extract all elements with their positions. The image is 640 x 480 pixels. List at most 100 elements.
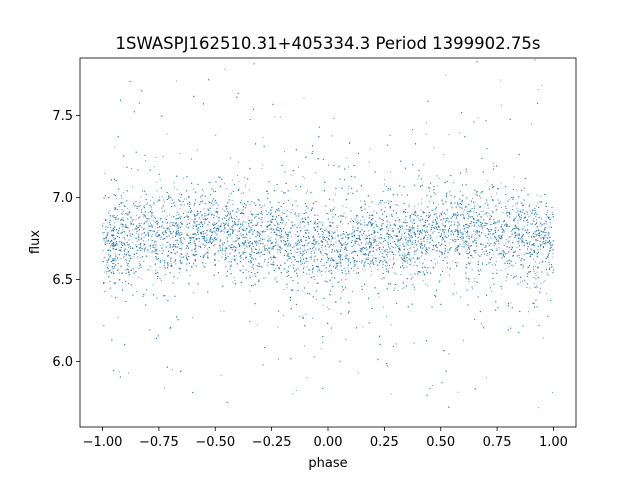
- data-point: [529, 287, 531, 289]
- data-point: [201, 188, 203, 190]
- data-point: [422, 247, 424, 249]
- data-point: [551, 256, 553, 258]
- data-point: [436, 217, 438, 219]
- data-point: [103, 257, 105, 259]
- data-point: [486, 202, 488, 204]
- data-point: [370, 265, 372, 267]
- data-point: [279, 251, 281, 253]
- data-point: [237, 239, 239, 241]
- data-point: [153, 251, 155, 253]
- data-point: [162, 295, 164, 297]
- data-point: [135, 219, 137, 221]
- data-point: [331, 259, 333, 261]
- data-point: [369, 260, 371, 262]
- data-point: [534, 272, 536, 274]
- data-point: [204, 221, 206, 223]
- data-point: [155, 246, 157, 248]
- data-point: [151, 224, 153, 226]
- data-point: [533, 218, 535, 220]
- data-point: [271, 227, 273, 229]
- data-point: [251, 257, 253, 259]
- data-point: [390, 245, 392, 247]
- data-point: [540, 237, 542, 239]
- data-point: [217, 217, 219, 219]
- data-point: [473, 230, 475, 232]
- data-point: [528, 216, 530, 218]
- data-point: [500, 206, 502, 208]
- data-point: [428, 190, 430, 192]
- data-point: [122, 282, 124, 284]
- data-point: [535, 236, 537, 238]
- data-point: [455, 265, 457, 267]
- data-point: [121, 197, 123, 199]
- data-point: [496, 192, 498, 194]
- data-point: [381, 256, 383, 258]
- data-point: [413, 184, 415, 186]
- data-point: [270, 237, 272, 239]
- data-point: [277, 224, 279, 226]
- data-point: [286, 234, 288, 236]
- data-point: [454, 250, 456, 252]
- data-point: [392, 228, 394, 230]
- data-point: [222, 208, 224, 210]
- data-point: [230, 244, 232, 246]
- data-point: [392, 256, 394, 258]
- data-point: [176, 80, 178, 82]
- data-point: [409, 238, 411, 240]
- data-point: [216, 229, 218, 231]
- data-point: [397, 217, 399, 219]
- data-point: [362, 268, 364, 270]
- data-point: [475, 242, 477, 244]
- data-point: [402, 245, 404, 247]
- data-point: [454, 229, 456, 231]
- data-point: [118, 233, 120, 235]
- data-point: [213, 228, 215, 230]
- data-point: [225, 214, 227, 216]
- data-point: [178, 193, 180, 195]
- data-point: [303, 266, 305, 268]
- data-point: [438, 281, 440, 283]
- data-point: [329, 230, 331, 232]
- data-point: [248, 241, 250, 243]
- data-point: [436, 217, 438, 219]
- data-point: [475, 237, 477, 239]
- data-point: [288, 242, 290, 244]
- data-point: [172, 236, 174, 238]
- data-point: [346, 157, 348, 159]
- data-point: [417, 227, 419, 229]
- data-point: [464, 206, 466, 208]
- data-point: [390, 393, 392, 395]
- data-point: [516, 235, 518, 237]
- data-point: [537, 233, 539, 235]
- data-point: [377, 245, 379, 247]
- data-point: [113, 263, 115, 265]
- chart-title: 1SWASPJ162510.31+405334.3 Period 1399902…: [115, 34, 540, 53]
- data-point: [414, 212, 416, 214]
- data-point: [401, 194, 403, 196]
- data-point: [357, 372, 359, 374]
- data-point: [489, 253, 491, 255]
- data-point: [179, 204, 181, 206]
- data-point: [397, 204, 399, 206]
- data-point: [277, 326, 279, 328]
- data-point: [197, 213, 199, 215]
- data-point: [154, 247, 156, 249]
- data-point: [180, 216, 182, 218]
- data-point: [268, 258, 270, 260]
- data-point: [497, 220, 499, 222]
- data-point: [153, 217, 155, 219]
- data-point: [474, 251, 476, 253]
- data-point: [169, 214, 171, 216]
- data-point: [206, 248, 208, 250]
- data-point: [106, 243, 108, 245]
- data-point: [526, 287, 528, 289]
- data-point: [194, 225, 196, 227]
- data-point: [227, 237, 229, 239]
- data-point: [413, 265, 415, 267]
- data-point: [145, 203, 147, 205]
- data-point: [193, 188, 195, 190]
- data-point: [485, 249, 487, 251]
- data-point: [487, 180, 489, 182]
- data-point: [286, 287, 288, 289]
- data-point: [254, 242, 256, 244]
